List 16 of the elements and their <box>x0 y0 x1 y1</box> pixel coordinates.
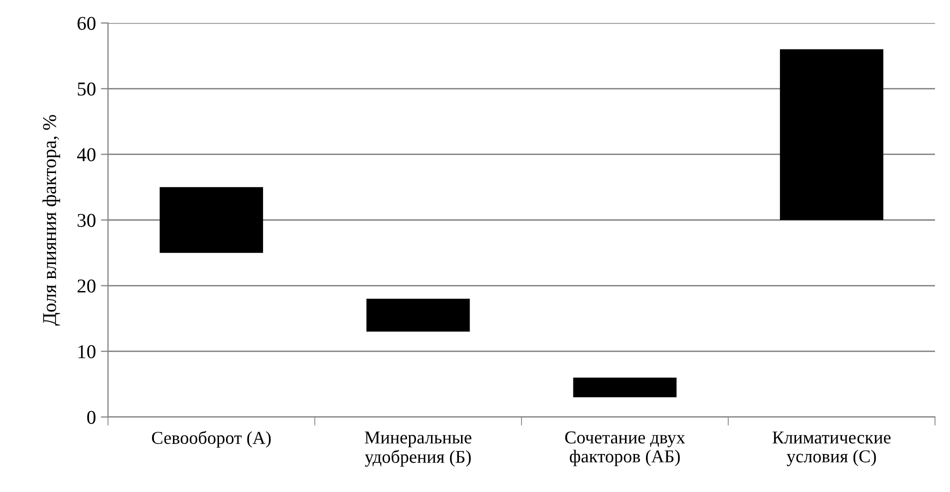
x-tick-label: Севооборот (А) <box>152 430 271 448</box>
x-tick-label: Климатические условия (С) <box>772 432 891 466</box>
bar <box>366 298 470 332</box>
x-tick-label: Сочетание двух факторов (АБ) <box>565 431 686 466</box>
x-tick-label: Минеральные удобрения (Б) <box>364 432 472 467</box>
y-tick-label: 20 <box>78 279 96 293</box>
y-tick-label: 0 <box>87 410 96 424</box>
y-tick-label: 40 <box>77 148 96 162</box>
y-tick-label: 60 <box>78 16 96 30</box>
y-tick-label: 10 <box>78 345 96 358</box>
y-tick-label: 50 <box>78 82 96 96</box>
bar <box>160 187 264 253</box>
bar <box>780 49 884 220</box>
y-tick-label: 30 <box>78 214 96 227</box>
y-axis-title: Доля влияния фактора, % <box>42 114 60 326</box>
bar <box>573 378 677 398</box>
